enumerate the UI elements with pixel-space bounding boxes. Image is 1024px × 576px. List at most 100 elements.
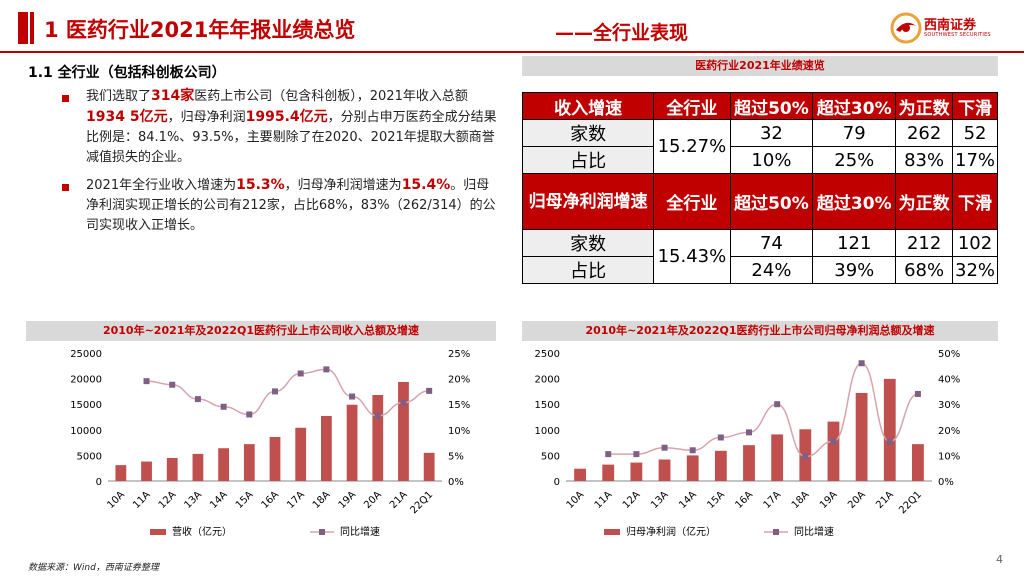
x-tick-label: 13A (649, 489, 671, 511)
x-tick-label: 17A (285, 489, 307, 511)
section-heading: 1.1 全行业（包括科创板公司） (28, 65, 226, 81)
line-point (830, 438, 837, 445)
table-total-cell: 15.27% (653, 119, 731, 174)
y-left-tick-label: 20000 (70, 375, 102, 386)
bar (115, 465, 127, 481)
x-tick-label: 15A (705, 489, 727, 511)
line-point (802, 453, 809, 460)
legend-line-marker (319, 529, 325, 535)
line-point (246, 411, 253, 418)
table-header-cell: 为正数 (895, 92, 954, 120)
bar (714, 450, 727, 481)
bar (574, 468, 586, 481)
bar (398, 381, 409, 481)
x-tick-label: 16A (733, 489, 755, 511)
bullet-icon (62, 95, 69, 102)
table-header-row: 收入增速 全行业 超过50% 超过30% 为正数 下滑 (521, 92, 998, 120)
table-cell: 10% (729, 146, 814, 174)
x-tick-label: 12A (621, 489, 643, 511)
y-left-tick-label: 2500 (535, 349, 560, 360)
line-point (633, 451, 640, 458)
performance-table: 收入增速 全行业 超过50% 超过30% 为正数 下滑 家数 15.27% 32… (521, 92, 998, 284)
table-row: 家数 15.43% 74 121 212 102 (521, 229, 998, 284)
x-tick-label: 17A (762, 489, 784, 511)
bar (855, 392, 868, 481)
y-left-tick-label: 10000 (70, 426, 102, 437)
line-point (661, 444, 668, 451)
x-tick-label: 19A (818, 489, 840, 511)
logo-subtext: SOUTHWEST SECURITIES (924, 32, 991, 38)
y-right-tick-label: 5% (448, 451, 464, 462)
title-accent-bar (18, 12, 28, 44)
data-source: 数据来源：Wind，西南证券整理 (28, 563, 159, 573)
bar (166, 457, 178, 481)
x-tick-label: 11A (593, 489, 615, 511)
line-point (374, 412, 381, 419)
y-right-tick-label: 30% (938, 400, 960, 411)
y-left-tick-label: 0 (554, 477, 560, 488)
table-header-cell: 收入增速 (521, 92, 655, 120)
y-left-tick-label: 500 (541, 451, 560, 462)
line-point (297, 370, 304, 377)
profit-chart: 0 500 1000 1500 2000 2500 0% 10% 20% 30% 40% 50% 10A… (535, 349, 961, 538)
p2-highlight-profit-growth: 15.4% (401, 177, 451, 193)
table-header-row: 归母净利润增速 全行业 超过50% 超过30% 为正数 下滑 (521, 173, 998, 230)
table-row: 占比 24% 39% 68% 32% (521, 256, 998, 284)
table-cell: 79 (812, 119, 897, 147)
logo-text: 西南证券 (924, 18, 977, 33)
line-point (717, 434, 724, 441)
table-header-cell: 为正数 (895, 173, 954, 230)
bar (658, 459, 671, 481)
header-divider (0, 51, 1024, 53)
y-right-tick-label: 20% (448, 375, 470, 386)
table-cell: 212 (895, 229, 954, 257)
title-accent-bar-thin (30, 12, 34, 44)
y-left-tick-label: 1000 (535, 426, 560, 437)
bar (827, 421, 840, 481)
table-cell: 25% (812, 146, 897, 174)
p1-highlight-revenue: 1934 5亿元 (86, 109, 168, 125)
x-tick-label: 14A (677, 489, 699, 511)
p1-highlight-profit: 1995.4亿元 (245, 109, 328, 125)
table-title: 医药行业2021年业绩速览 (522, 56, 998, 76)
bar (686, 455, 699, 481)
y-left-tick-label: 25000 (70, 349, 102, 360)
bar (912, 444, 924, 481)
table-row: 占比 10% 25% 83% 17% (521, 146, 998, 174)
x-tick-label: 16A (259, 489, 281, 511)
y-right-tick-label: 10% (938, 451, 960, 462)
line-point (689, 447, 696, 454)
bar (743, 445, 755, 481)
table-cell: 52 (952, 119, 998, 147)
y-left-tick-label: 15000 (70, 400, 102, 411)
y-right-tick-label: 50% (938, 349, 960, 360)
p2-text-b: ，归母净利润增速为 (284, 178, 402, 193)
bar (320, 415, 332, 481)
table-header-cell: 全行业 (653, 92, 731, 120)
table-total-cell: 15.43% (653, 229, 731, 284)
line-point (858, 360, 865, 367)
x-tick-label: 19A (337, 489, 359, 511)
p1-text-a: 我们选取了 (86, 89, 152, 104)
chart-2-title: 2010年~2021年及2022Q1医药行业上市公司归母净利润总额及增速 (522, 321, 998, 341)
p1-highlight-count: 314家 (151, 88, 195, 104)
x-tick-label: 20A (362, 489, 384, 511)
bullet-icon (62, 184, 69, 191)
x-tick-label: 22Q1 (897, 489, 924, 516)
x-tick-label: 21A (874, 489, 896, 511)
line-point (220, 403, 227, 410)
x-tick-label: 10A (105, 489, 127, 511)
revenue-chart: 0 5000 10000 15000 20000 25000 0% 5% 10% 15% 20% 25… (70, 349, 470, 538)
line-point (605, 451, 612, 458)
table-cell: 74 (729, 229, 814, 257)
line-point (774, 401, 781, 408)
table-cell: 39% (812, 256, 897, 284)
page-subtitle: ——全行业表现 (555, 22, 689, 44)
bar (883, 378, 896, 481)
line-point (169, 381, 176, 388)
line-point (272, 388, 278, 395)
x-tick-label: 21A (388, 489, 410, 511)
p1-text-d: ，分别占申万医药全成分结果比例是：84.1%、93.5%，主要剔除了在2020、… (86, 110, 497, 165)
legend-line-marker (773, 529, 779, 535)
y-left-tick-label: 5000 (77, 451, 102, 462)
